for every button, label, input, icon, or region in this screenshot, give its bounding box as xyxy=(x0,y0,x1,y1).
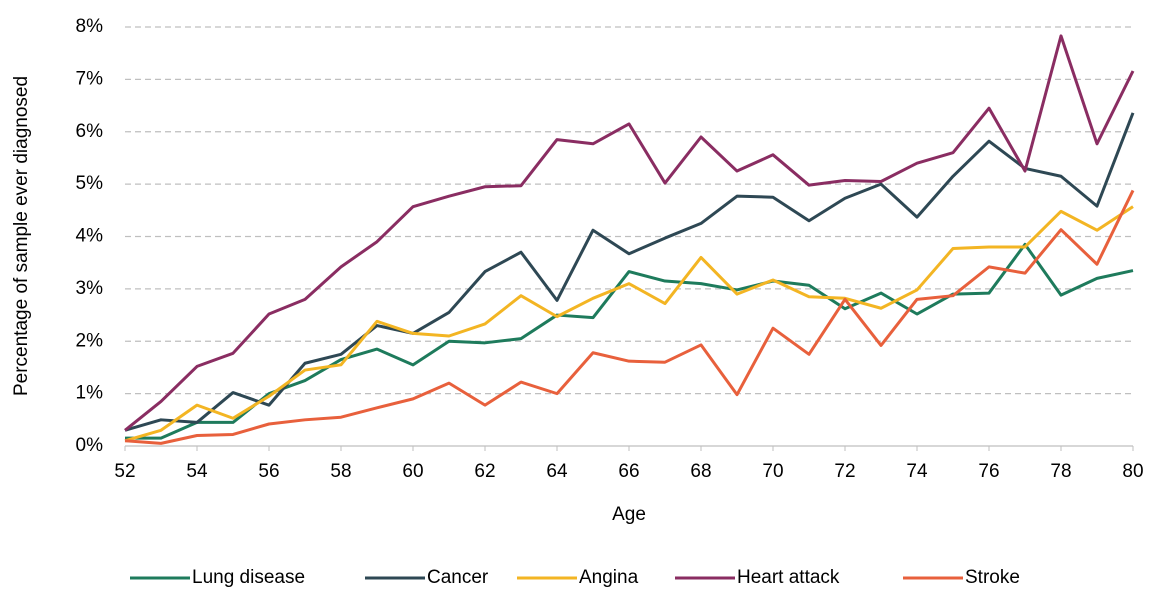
legend-label: Cancer xyxy=(427,567,489,588)
x-tick-label: 78 xyxy=(1050,461,1071,482)
legend-label: Heart attack xyxy=(737,567,840,588)
x-tick-label: 64 xyxy=(546,461,568,482)
x-axis-label: Age xyxy=(612,504,646,525)
x-tick-label: 54 xyxy=(186,461,208,482)
x-tick-label: 74 xyxy=(906,461,928,482)
y-axis-label: Percentage of sample ever diagnosed xyxy=(11,76,32,396)
y-tick-label: 7% xyxy=(76,68,104,89)
y-tick-label: 6% xyxy=(76,121,104,142)
y-tick-label: 3% xyxy=(76,278,104,299)
y-tick-label: 2% xyxy=(76,330,104,351)
series-line xyxy=(125,242,1134,440)
x-tick-label: 76 xyxy=(978,461,999,482)
x-tick-label: 70 xyxy=(762,461,783,482)
series-line xyxy=(124,189,1135,445)
legend-label: Stroke xyxy=(965,567,1020,588)
legend-label: Lung disease xyxy=(192,567,305,588)
x-tick-label: 52 xyxy=(114,461,135,482)
y-tick-label: 5% xyxy=(76,173,104,194)
y-tick-label: 0% xyxy=(76,435,104,456)
y-tick-label: 1% xyxy=(76,383,104,404)
y-tick-label: 8% xyxy=(76,16,104,37)
x-tick-label: 60 xyxy=(402,461,423,482)
x-tick-label: 62 xyxy=(474,461,495,482)
x-tick-label: 72 xyxy=(834,461,855,482)
x-tick-label: 56 xyxy=(258,461,279,482)
legend-label: Angina xyxy=(579,567,639,588)
series-line xyxy=(124,205,1134,443)
x-tick-label: 66 xyxy=(618,461,639,482)
x-tick-label: 80 xyxy=(1122,461,1143,482)
series-line xyxy=(124,34,1135,432)
x-tick-label: 68 xyxy=(690,461,711,482)
y-tick-label: 4% xyxy=(76,226,104,247)
x-tick-label: 58 xyxy=(330,461,351,482)
